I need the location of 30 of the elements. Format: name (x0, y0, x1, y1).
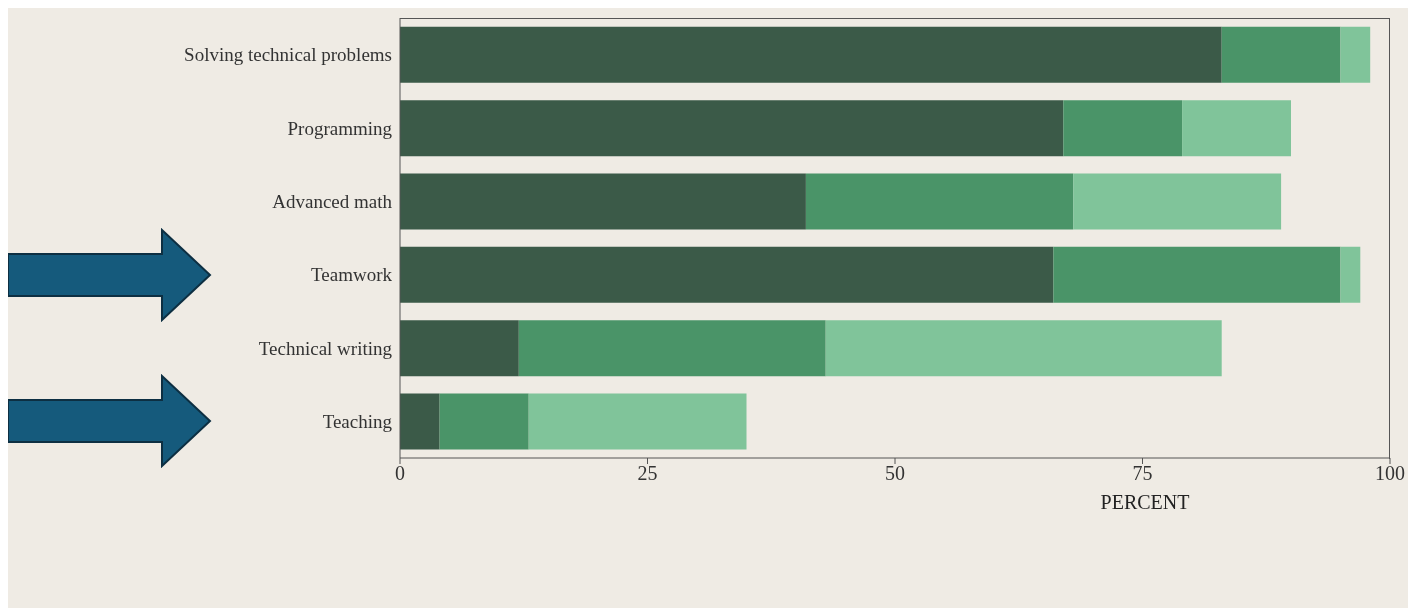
bar (439, 393, 529, 450)
x-tick-label: 25 (637, 462, 658, 485)
bar (400, 26, 1222, 83)
bar (1340, 26, 1371, 83)
bar (400, 393, 440, 450)
y-tick-label: Technical writing (258, 337, 393, 359)
bar (1221, 26, 1341, 83)
bar (400, 100, 1064, 157)
bar (1053, 246, 1341, 303)
y-tick-label: Teaching (322, 411, 393, 433)
x-tick-label: 0 (395, 462, 405, 485)
bar (805, 173, 1074, 230)
bar (1073, 173, 1282, 230)
y-tick-label: Advanced math (272, 191, 393, 213)
x-axis-title: PERCENT (1100, 491, 1190, 513)
bar (825, 320, 1222, 377)
bar (400, 173, 806, 230)
bar (1340, 246, 1361, 303)
bar (400, 320, 519, 377)
bar (528, 393, 747, 450)
y-tick-label: Solving technical problems (184, 44, 392, 66)
bar (400, 246, 1054, 303)
bar (1063, 100, 1183, 157)
x-tick-label: 100 (1375, 462, 1405, 485)
y-tick-label: Teamwork (311, 264, 393, 286)
x-tick-label: 75 (1132, 462, 1153, 485)
bar (518, 320, 826, 377)
y-tick-label: Programming (287, 117, 393, 139)
x-tick-label: 50 (885, 462, 905, 485)
bar (1182, 100, 1291, 157)
